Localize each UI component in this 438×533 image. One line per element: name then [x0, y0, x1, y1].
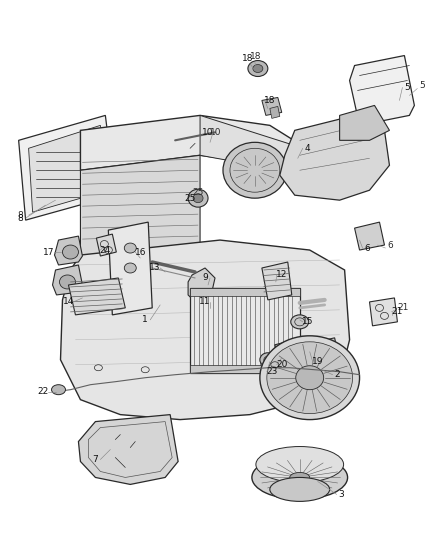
Polygon shape — [270, 107, 280, 118]
Text: 14: 14 — [63, 297, 74, 306]
Ellipse shape — [291, 315, 309, 329]
Text: 6: 6 — [388, 241, 393, 250]
Text: 18: 18 — [242, 54, 254, 63]
Ellipse shape — [193, 193, 203, 203]
Text: 10: 10 — [202, 128, 214, 137]
Ellipse shape — [252, 456, 348, 499]
Polygon shape — [262, 262, 292, 300]
Polygon shape — [78, 415, 178, 484]
Text: 19: 19 — [312, 357, 323, 366]
Text: 7: 7 — [92, 455, 98, 464]
Polygon shape — [68, 278, 125, 315]
Polygon shape — [262, 98, 282, 116]
Text: 13: 13 — [149, 263, 161, 272]
Text: 3: 3 — [339, 490, 344, 499]
Ellipse shape — [124, 243, 136, 253]
Text: 2: 2 — [335, 370, 340, 379]
Ellipse shape — [267, 342, 353, 414]
Polygon shape — [108, 222, 152, 315]
Text: 18: 18 — [250, 52, 261, 61]
Text: 20: 20 — [276, 360, 287, 369]
Text: 16: 16 — [134, 247, 146, 256]
Text: 21: 21 — [392, 308, 403, 317]
Text: 25: 25 — [192, 188, 204, 197]
Text: 17: 17 — [43, 247, 54, 256]
Text: 23: 23 — [266, 367, 278, 376]
Polygon shape — [200, 116, 310, 175]
Text: 21: 21 — [397, 303, 409, 312]
Ellipse shape — [248, 61, 268, 77]
Polygon shape — [28, 125, 108, 212]
Polygon shape — [355, 222, 385, 250]
Ellipse shape — [124, 263, 136, 273]
Text: 4: 4 — [305, 144, 311, 153]
Ellipse shape — [223, 142, 287, 198]
Bar — [190, 288, 300, 296]
Text: 11: 11 — [199, 297, 211, 306]
Ellipse shape — [296, 366, 324, 390]
Text: 8: 8 — [18, 214, 24, 223]
Text: 10: 10 — [210, 128, 222, 138]
Ellipse shape — [253, 64, 263, 72]
Text: 15: 15 — [302, 317, 314, 326]
Ellipse shape — [256, 447, 343, 482]
Bar — [190, 365, 300, 373]
Text: 18: 18 — [264, 96, 276, 105]
Polygon shape — [350, 55, 414, 125]
Polygon shape — [275, 340, 300, 362]
Ellipse shape — [63, 245, 78, 259]
Text: 5: 5 — [419, 82, 425, 91]
Text: 25: 25 — [184, 193, 196, 203]
Text: 12: 12 — [276, 270, 287, 279]
Ellipse shape — [60, 275, 75, 289]
Text: 24: 24 — [100, 246, 111, 255]
Polygon shape — [339, 106, 389, 140]
Text: 8: 8 — [18, 211, 24, 220]
Polygon shape — [19, 116, 115, 220]
Polygon shape — [53, 265, 82, 295]
Polygon shape — [81, 155, 200, 260]
Polygon shape — [96, 234, 117, 256]
Ellipse shape — [260, 336, 360, 419]
Ellipse shape — [290, 472, 310, 482]
Text: 22: 22 — [37, 387, 48, 396]
Polygon shape — [280, 116, 389, 200]
Ellipse shape — [260, 353, 276, 367]
Text: 9: 9 — [202, 273, 208, 282]
Text: 5: 5 — [405, 83, 410, 92]
Ellipse shape — [270, 478, 330, 502]
Polygon shape — [188, 268, 215, 305]
Bar — [190, 288, 300, 373]
Polygon shape — [305, 338, 339, 368]
Ellipse shape — [188, 189, 208, 207]
Polygon shape — [60, 240, 350, 419]
Text: 1: 1 — [142, 316, 148, 325]
Polygon shape — [81, 116, 310, 175]
Polygon shape — [370, 298, 397, 326]
Ellipse shape — [52, 385, 66, 394]
Polygon shape — [54, 236, 82, 265]
Text: 6: 6 — [365, 244, 371, 253]
